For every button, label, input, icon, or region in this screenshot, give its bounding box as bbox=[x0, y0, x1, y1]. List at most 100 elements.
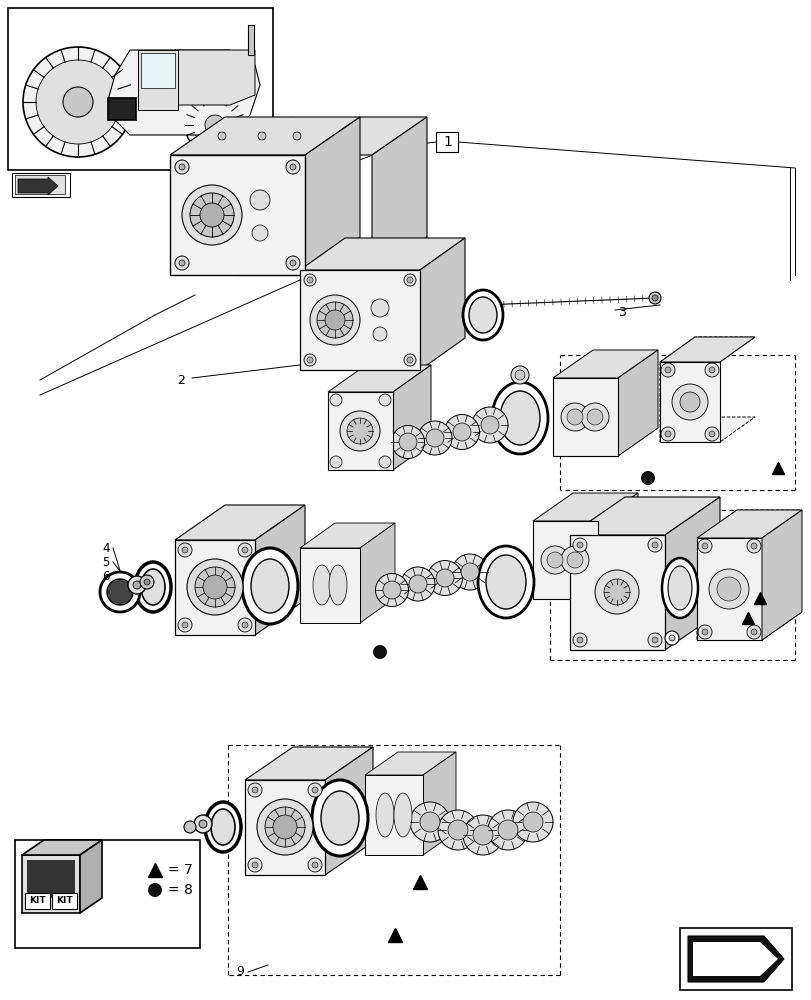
Bar bbox=[299, 548, 359, 623]
Circle shape bbox=[307, 858, 322, 872]
Bar bbox=[365, 775, 423, 855]
Text: = 7: = 7 bbox=[168, 863, 192, 877]
Circle shape bbox=[23, 47, 133, 157]
Circle shape bbox=[679, 392, 699, 412]
Circle shape bbox=[522, 812, 543, 832]
Circle shape bbox=[603, 579, 629, 605]
Circle shape bbox=[497, 820, 517, 840]
Circle shape bbox=[175, 160, 189, 174]
Circle shape bbox=[409, 575, 427, 593]
Polygon shape bbox=[687, 936, 783, 982]
Circle shape bbox=[178, 543, 191, 557]
Circle shape bbox=[340, 411, 380, 451]
Bar bbox=[15, 840, 200, 948]
Circle shape bbox=[272, 815, 297, 839]
Circle shape bbox=[566, 552, 582, 568]
Text: 2: 2 bbox=[177, 373, 185, 386]
Circle shape bbox=[251, 787, 258, 793]
Circle shape bbox=[242, 547, 247, 553]
Circle shape bbox=[316, 302, 353, 338]
Circle shape bbox=[238, 618, 251, 632]
Circle shape bbox=[480, 416, 499, 434]
Polygon shape bbox=[597, 493, 637, 599]
Circle shape bbox=[178, 618, 191, 632]
Circle shape bbox=[560, 403, 588, 431]
Circle shape bbox=[307, 357, 312, 363]
Circle shape bbox=[379, 456, 391, 468]
Polygon shape bbox=[569, 497, 719, 535]
Polygon shape bbox=[696, 510, 801, 640]
Circle shape bbox=[379, 394, 391, 406]
Circle shape bbox=[148, 883, 162, 897]
Text: KIT: KIT bbox=[56, 896, 72, 906]
Polygon shape bbox=[108, 50, 260, 135]
Polygon shape bbox=[371, 117, 427, 275]
Circle shape bbox=[290, 164, 296, 170]
Circle shape bbox=[238, 543, 251, 557]
Ellipse shape bbox=[242, 548, 298, 624]
Circle shape bbox=[697, 625, 711, 639]
Circle shape bbox=[452, 554, 487, 590]
Circle shape bbox=[329, 456, 341, 468]
Circle shape bbox=[427, 560, 462, 595]
Circle shape bbox=[190, 193, 234, 237]
Circle shape bbox=[237, 158, 247, 168]
Circle shape bbox=[401, 567, 435, 601]
Polygon shape bbox=[696, 510, 801, 538]
Circle shape bbox=[702, 543, 707, 549]
Circle shape bbox=[194, 815, 212, 833]
Bar bbox=[8, 8, 272, 170]
Text: 1: 1 bbox=[443, 135, 452, 149]
Polygon shape bbox=[305, 117, 427, 155]
Circle shape bbox=[586, 409, 603, 425]
Circle shape bbox=[471, 407, 508, 443]
Circle shape bbox=[200, 203, 224, 227]
Circle shape bbox=[453, 423, 470, 441]
Polygon shape bbox=[175, 50, 255, 105]
Ellipse shape bbox=[204, 802, 241, 852]
Circle shape bbox=[247, 858, 262, 872]
Polygon shape bbox=[617, 350, 657, 456]
Circle shape bbox=[187, 559, 242, 615]
Polygon shape bbox=[393, 365, 431, 470]
Circle shape bbox=[540, 546, 569, 574]
Circle shape bbox=[708, 367, 714, 373]
Circle shape bbox=[573, 633, 586, 647]
Circle shape bbox=[324, 310, 345, 330]
Circle shape bbox=[664, 631, 678, 645]
Circle shape bbox=[746, 625, 760, 639]
Polygon shape bbox=[419, 238, 465, 370]
Circle shape bbox=[651, 295, 657, 301]
Polygon shape bbox=[324, 747, 372, 875]
Circle shape bbox=[640, 471, 654, 485]
Circle shape bbox=[510, 366, 528, 384]
Circle shape bbox=[255, 201, 284, 229]
Circle shape bbox=[204, 115, 225, 135]
Ellipse shape bbox=[320, 791, 358, 845]
Circle shape bbox=[660, 427, 674, 441]
Circle shape bbox=[651, 637, 657, 643]
Ellipse shape bbox=[312, 565, 331, 605]
Polygon shape bbox=[532, 493, 637, 521]
Ellipse shape bbox=[462, 290, 502, 340]
Circle shape bbox=[647, 633, 661, 647]
Polygon shape bbox=[245, 747, 372, 780]
Polygon shape bbox=[664, 497, 719, 650]
Polygon shape bbox=[552, 350, 657, 378]
Ellipse shape bbox=[486, 555, 526, 609]
Circle shape bbox=[750, 543, 756, 549]
Circle shape bbox=[293, 132, 301, 140]
Polygon shape bbox=[80, 840, 102, 913]
Circle shape bbox=[437, 810, 478, 850]
Polygon shape bbox=[175, 505, 305, 540]
Ellipse shape bbox=[491, 382, 547, 454]
Circle shape bbox=[264, 807, 305, 847]
Circle shape bbox=[375, 574, 408, 606]
Bar bbox=[22, 855, 80, 913]
Bar bbox=[659, 362, 719, 442]
Circle shape bbox=[193, 103, 237, 147]
Bar bbox=[108, 98, 135, 120]
Circle shape bbox=[264, 205, 279, 219]
Ellipse shape bbox=[478, 546, 534, 618]
Bar bbox=[328, 392, 393, 470]
